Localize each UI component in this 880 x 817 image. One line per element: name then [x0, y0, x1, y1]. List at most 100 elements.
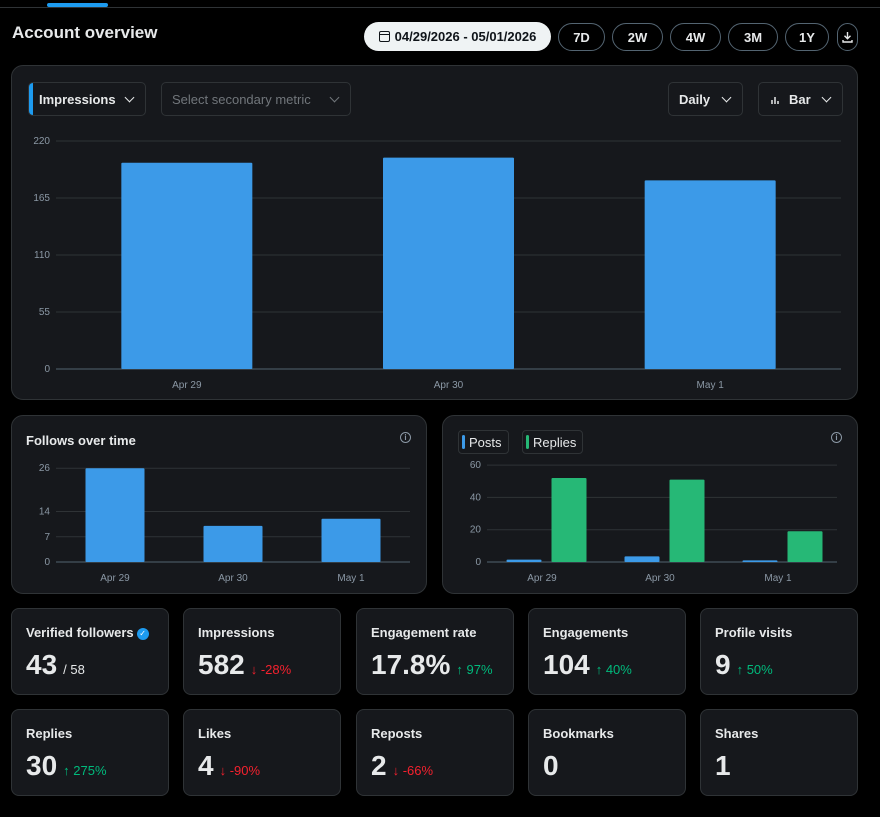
stat-card-verified-followers: Verified followers ✓ 43 / 58: [11, 608, 169, 695]
stat-value: 104: [543, 649, 590, 680]
y-tick-label: 165: [33, 193, 50, 204]
bar[interactable]: [321, 518, 381, 562]
stat-label-text: Engagements: [543, 625, 629, 640]
stat-label-text: Profile visits: [715, 625, 793, 640]
stat-label-text: Bookmarks: [543, 726, 614, 741]
stat-label: Engagement rate: [371, 625, 476, 640]
stat-card-profile-visits: Profile visits 9 ↑ 50%: [700, 608, 858, 695]
stat-change: ↓ -90%: [219, 763, 261, 778]
chart-type-dropdown[interactable]: Bar: [758, 82, 843, 116]
follows-card-title: Follows over time: [26, 433, 136, 448]
posts-replies-card: Posts Replies i 0 20 40 60 Apr 29 Apr 30 May 1: [442, 415, 858, 594]
stat-value-row: 43 / 58: [26, 649, 85, 681]
verified-badge-icon: ✓: [136, 627, 149, 640]
stat-label: Likes: [198, 726, 231, 741]
range-1y-button[interactable]: 1Y: [785, 23, 829, 51]
bar[interactable]: [203, 525, 263, 562]
active-tab-indicator: [47, 3, 108, 7]
primary-metric-dropdown[interactable]: Impressions: [28, 82, 146, 116]
y-tick-label: 220: [33, 136, 50, 147]
stat-card-replies: Replies 30 ↑ 275%: [11, 709, 169, 796]
stat-card-engagements: Engagements 104 ↑ 40%: [528, 608, 686, 695]
y-tick-label: 0: [44, 557, 50, 568]
bar-replies[interactable]: [669, 479, 705, 562]
bar[interactable]: [644, 180, 776, 369]
interval-label: Daily: [679, 91, 711, 107]
stat-value: 1: [715, 750, 731, 781]
legend-replies-label: Replies: [533, 434, 577, 450]
bar[interactable]: [121, 162, 253, 369]
bar[interactable]: [85, 468, 145, 562]
stat-value: 2: [371, 750, 387, 781]
stat-label: Replies: [26, 726, 72, 741]
stat-label-text: Reposts: [371, 726, 423, 741]
bar-posts[interactable]: [742, 560, 778, 562]
secondary-metric-placeholder: Select secondary metric: [172, 91, 311, 107]
stat-label: Shares: [715, 726, 758, 741]
legend-posts-label: Posts: [469, 434, 502, 450]
bar[interactable]: [383, 157, 514, 369]
stat-label: Verified followers ✓: [26, 625, 149, 640]
stat-change: ↑ 40%: [595, 662, 632, 677]
bar-posts[interactable]: [624, 556, 660, 562]
primary-metric-label: Impressions: [39, 91, 116, 107]
stat-value: 17.8%: [371, 649, 451, 680]
stat-change: ↑ 50%: [736, 662, 773, 677]
range-7d-button[interactable]: 7D: [558, 23, 605, 51]
info-icon[interactable]: i: [400, 432, 411, 443]
x-tick-label: Apr 30: [434, 380, 464, 391]
bar-chart-icon: [771, 96, 779, 104]
legend-posts[interactable]: Posts: [458, 430, 509, 454]
bar-replies[interactable]: [787, 531, 823, 562]
main-chart-card: Impressions Select secondary metric Dail…: [11, 65, 858, 400]
stat-label-text: Engagement rate: [371, 625, 477, 640]
stat-label: Impressions: [198, 625, 275, 640]
stat-change: ↑ 275%: [63, 763, 107, 778]
y-tick-label: 40: [470, 492, 482, 503]
legend-replies[interactable]: Replies: [522, 430, 584, 454]
posts-legend-swatch: [462, 435, 465, 449]
primary-metric-accent: [29, 83, 33, 115]
stat-card-shares: Shares 1: [700, 709, 858, 796]
stat-card-likes: Likes 4 ↓ -90%: [183, 709, 341, 796]
impressions-bar-chart: 0 55 110 165 220 Apr 29 Apr 30 May 1: [33, 136, 841, 391]
stat-label: Reposts: [371, 726, 422, 741]
interval-dropdown[interactable]: Daily: [668, 82, 743, 116]
download-button[interactable]: [837, 23, 858, 51]
range-2w-button[interactable]: 2W: [612, 23, 663, 51]
stat-value: 9: [715, 649, 731, 680]
info-icon[interactable]: i: [831, 432, 842, 443]
x-tick-label: Apr 29: [100, 573, 130, 584]
stat-value-row: 1: [715, 750, 731, 782]
y-tick-label: 110: [34, 250, 50, 261]
stat-card-impressions: Impressions 582 ↓ -28%: [183, 608, 341, 695]
secondary-metric-dropdown[interactable]: Select secondary metric: [161, 82, 351, 116]
stat-value: 0: [543, 750, 559, 781]
chart-type-label: Bar: [789, 91, 811, 107]
bar-replies[interactable]: [551, 478, 587, 562]
y-tick-label: 0: [475, 557, 481, 568]
date-range-label: 04/29/2026 - 05/01/2026: [394, 29, 537, 44]
x-tick-label: Apr 30: [645, 573, 675, 584]
stat-label-text: Replies: [26, 726, 73, 741]
bar-posts[interactable]: [506, 559, 542, 562]
stat-value-row: 9 ↑ 50%: [715, 649, 773, 681]
download-icon: [842, 32, 853, 43]
date-range-button[interactable]: 04/29/2026 - 05/01/2026: [364, 22, 551, 51]
y-tick-label: 60: [470, 460, 482, 471]
stat-label: Engagements: [543, 625, 628, 640]
stat-change: ↓ -28%: [250, 662, 292, 677]
follows-card: Follows over time i 0 7 14 26 Apr 29 Apr 30 Ma…: [11, 415, 427, 594]
x-tick-label: May 1: [337, 573, 365, 584]
x-tick-label: Apr 29: [527, 573, 557, 584]
stat-label-text: Likes: [198, 726, 232, 741]
y-tick-label: 26: [39, 463, 51, 474]
page-title: Account overview: [12, 23, 158, 42]
range-3m-button[interactable]: 3M: [728, 23, 778, 51]
x-tick-label: May 1: [697, 380, 725, 391]
stat-label-text: Impressions: [198, 625, 275, 640]
stat-value: 30: [26, 750, 58, 781]
top-tab-bar: [0, 0, 880, 8]
range-4w-button[interactable]: 4W: [670, 23, 721, 51]
replies-legend-swatch: [526, 435, 529, 449]
